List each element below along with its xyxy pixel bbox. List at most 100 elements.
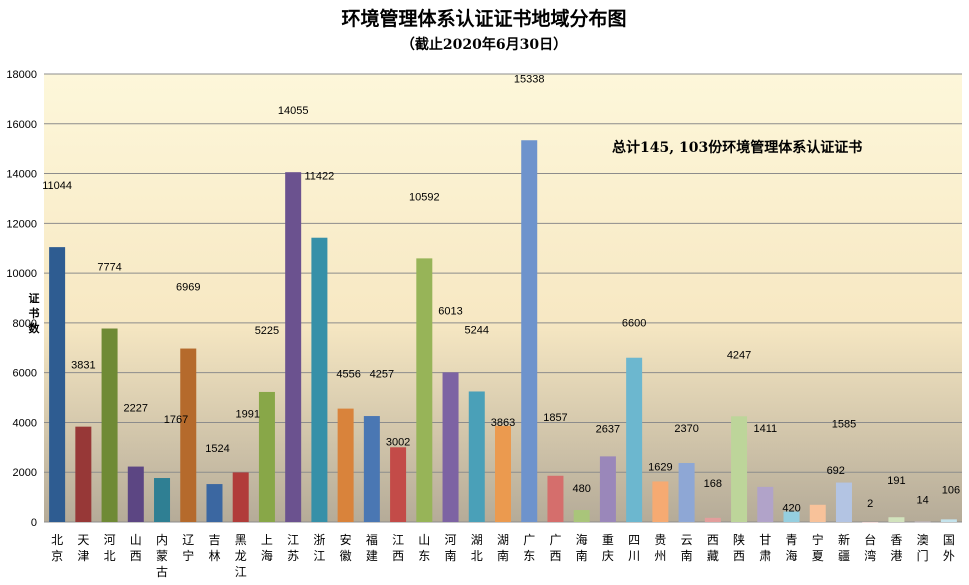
y-tick-label: 4000 bbox=[13, 417, 37, 429]
value-label-24: 2370 bbox=[674, 423, 698, 435]
svg-text:河: 河 bbox=[104, 533, 116, 547]
category-label-23: 贵州 bbox=[654, 533, 666, 563]
svg-text:江: 江 bbox=[235, 565, 247, 579]
y-tick-label: 10000 bbox=[6, 268, 37, 280]
category-label-27: 甘肃 bbox=[759, 533, 771, 563]
bar-21 bbox=[599, 456, 616, 522]
svg-text:陕: 陕 bbox=[733, 532, 745, 547]
svg-text:西: 西 bbox=[130, 549, 142, 563]
value-label-5: 6969 bbox=[176, 282, 200, 294]
category-label-13: 江西 bbox=[392, 533, 404, 563]
bar-9 bbox=[285, 172, 302, 523]
category-label-28: 青海 bbox=[786, 533, 798, 563]
svg-text:广: 广 bbox=[523, 533, 535, 547]
bar-29 bbox=[809, 504, 826, 522]
svg-text:四: 四 bbox=[628, 533, 640, 547]
chart-title: 环境管理体系认证证书地域分布图 bbox=[341, 7, 626, 30]
bar-12 bbox=[363, 416, 380, 522]
svg-text:海: 海 bbox=[576, 532, 588, 547]
value-label-30: 1585 bbox=[832, 419, 856, 431]
svg-text:州: 州 bbox=[654, 549, 666, 563]
svg-text:江: 江 bbox=[313, 549, 325, 563]
svg-text:广: 广 bbox=[549, 533, 561, 547]
svg-text:安: 安 bbox=[340, 532, 352, 547]
svg-text:南: 南 bbox=[445, 548, 457, 563]
bar-27 bbox=[757, 486, 774, 522]
svg-text:庆: 庆 bbox=[602, 549, 614, 563]
category-label-3: 山西 bbox=[130, 533, 142, 563]
category-label-11: 安徽 bbox=[340, 532, 352, 563]
category-label-7: 黑龙江 bbox=[235, 533, 247, 579]
value-label-34: 106 bbox=[942, 484, 960, 496]
value-label-21: 2637 bbox=[596, 423, 620, 435]
value-label-32: 191 bbox=[887, 475, 905, 487]
svg-text:东: 东 bbox=[418, 549, 430, 563]
bar-2 bbox=[101, 328, 118, 522]
y-tick-label: 2000 bbox=[13, 467, 37, 479]
value-label-29: 692 bbox=[827, 465, 845, 477]
category-label-17: 湖南 bbox=[497, 532, 509, 563]
bar-32 bbox=[888, 517, 905, 522]
value-label-8: 5225 bbox=[255, 325, 279, 337]
value-label-7: 1991 bbox=[235, 408, 259, 420]
svg-text:海: 海 bbox=[786, 548, 798, 563]
svg-text:上: 上 bbox=[261, 533, 273, 547]
svg-text:河: 河 bbox=[445, 533, 457, 547]
bar-17 bbox=[495, 425, 511, 522]
bar-19 bbox=[547, 475, 564, 522]
category-label-8: 上海 bbox=[261, 533, 273, 563]
y-axis-label: 证书数 bbox=[29, 292, 41, 335]
category-label-14: 山东 bbox=[418, 533, 430, 563]
bar-13 bbox=[390, 447, 407, 522]
bar-26 bbox=[731, 416, 748, 522]
svg-text:江: 江 bbox=[392, 533, 404, 547]
svg-text:数: 数 bbox=[29, 321, 41, 335]
y-tick-label: 6000 bbox=[13, 368, 37, 380]
bar-24 bbox=[678, 463, 695, 522]
svg-text:南: 南 bbox=[576, 548, 588, 563]
bar-0 bbox=[49, 247, 66, 522]
category-label-0: 北京 bbox=[51, 533, 63, 563]
category-label-18: 广东 bbox=[523, 533, 535, 563]
svg-text:西: 西 bbox=[733, 549, 745, 563]
svg-text:宁: 宁 bbox=[182, 548, 194, 563]
value-label-13: 3002 bbox=[386, 436, 410, 448]
value-label-9: 14055 bbox=[278, 105, 309, 117]
value-label-27: 1411 bbox=[753, 423, 777, 435]
value-label-26: 4247 bbox=[727, 349, 751, 361]
category-label-6: 吉林 bbox=[208, 533, 220, 563]
bar-14 bbox=[416, 258, 433, 522]
value-label-31: 2 bbox=[867, 498, 873, 510]
svg-text:浙: 浙 bbox=[313, 533, 325, 547]
bar-33 bbox=[914, 521, 931, 523]
svg-text:西: 西 bbox=[392, 549, 404, 563]
value-label-0: 11044 bbox=[42, 180, 72, 192]
category-label-16: 湖北 bbox=[471, 532, 483, 563]
svg-text:南: 南 bbox=[497, 548, 509, 563]
value-label-4: 1767 bbox=[164, 414, 188, 426]
svg-text:海: 海 bbox=[261, 548, 273, 563]
bar-31 bbox=[862, 521, 879, 523]
bar-28 bbox=[783, 511, 800, 522]
svg-text:证: 证 bbox=[29, 292, 40, 305]
chart-subtitle: （截止2020年6月30日） bbox=[401, 36, 567, 53]
svg-text:门: 门 bbox=[917, 548, 929, 563]
svg-text:澳: 澳 bbox=[917, 533, 929, 547]
svg-text:江: 江 bbox=[287, 533, 299, 547]
bar-11 bbox=[337, 408, 354, 522]
svg-text:台: 台 bbox=[864, 532, 876, 547]
value-label-16: 5244 bbox=[465, 324, 489, 336]
svg-text:疆: 疆 bbox=[838, 549, 850, 563]
svg-text:川: 川 bbox=[628, 549, 640, 563]
value-label-2: 7774 bbox=[97, 262, 121, 274]
value-label-33: 14 bbox=[917, 495, 929, 507]
svg-text:天: 天 bbox=[77, 533, 89, 547]
svg-text:藏: 藏 bbox=[707, 549, 719, 563]
category-label-19: 广西 bbox=[549, 533, 561, 563]
value-label-3: 2227 bbox=[124, 403, 148, 415]
y-tick-label: 18000 bbox=[6, 69, 37, 81]
bar-30 bbox=[835, 482, 852, 522]
svg-text:京: 京 bbox=[51, 549, 63, 563]
svg-text:内: 内 bbox=[156, 533, 168, 547]
